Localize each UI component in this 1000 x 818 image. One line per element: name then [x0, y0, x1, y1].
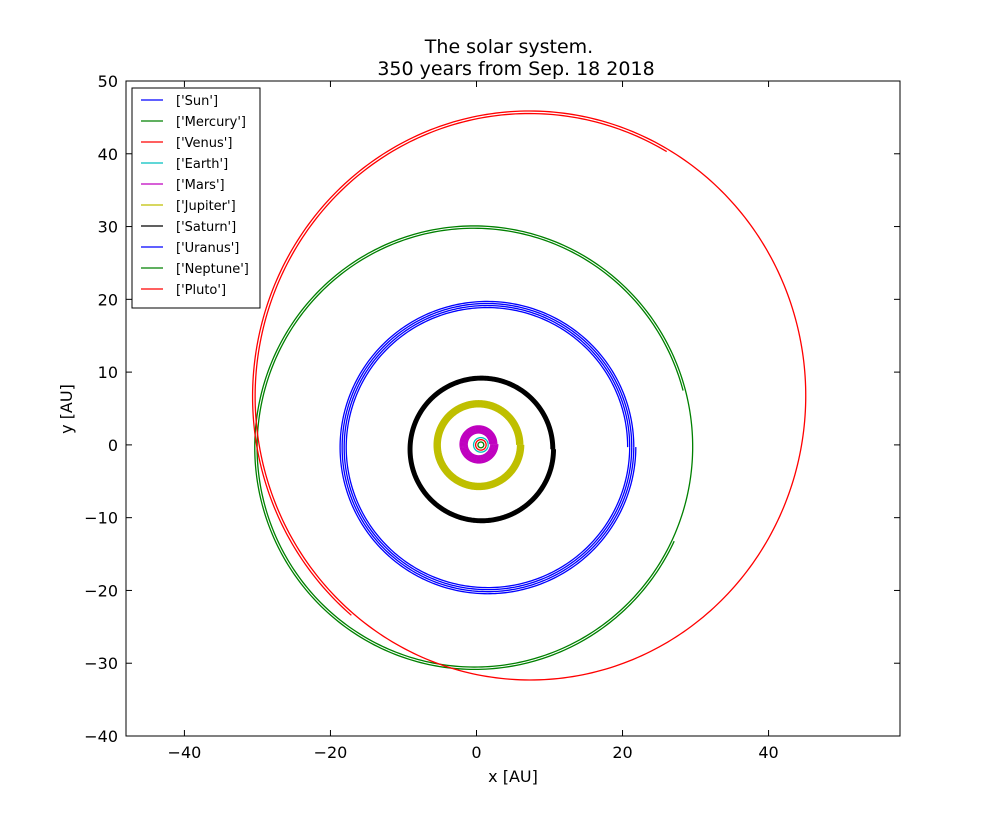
legend-label: ['Pluto'] — [176, 283, 226, 298]
legend-label: ['Uranus'] — [176, 241, 239, 256]
y-tick-label: 10 — [98, 363, 118, 382]
y-tick-label: 20 — [98, 290, 118, 309]
orbit-line-5-6 — [434, 400, 524, 490]
orbit-line-6-5 — [407, 375, 556, 524]
orbit-line-1-0 — [477, 441, 485, 449]
orbit-line-6-2 — [409, 377, 554, 522]
orbit-line-7-1 — [343, 304, 633, 591]
orbit-line-5-1 — [438, 405, 520, 485]
orbit-lines — [251, 110, 807, 681]
chart-title: The solar system. — [424, 36, 593, 58]
legend-box — [131, 87, 261, 309]
legend-label: ['Jupiter'] — [176, 199, 236, 214]
y-tick-label: 40 — [98, 145, 118, 164]
orbit-line-4-0 — [466, 432, 492, 457]
x-tick-label: 40 — [758, 743, 778, 762]
y-tick-label: 50 — [98, 72, 118, 91]
orbit-line-5-7 — [433, 400, 525, 491]
orbit-line-4-5 — [461, 427, 497, 462]
y-tick-label: 0 — [108, 436, 118, 455]
y-tick-label: 30 — [98, 218, 118, 237]
legend-label: ['Earth'] — [176, 157, 228, 172]
legend-label: ['Saturn'] — [176, 220, 236, 235]
orbit-line-5-3 — [436, 403, 521, 487]
legend: ['Sun'] ['Mercury'] ['Venus'] ['Earth'] ['Ma… — [131, 87, 261, 309]
x-tick-label: 0 — [471, 743, 481, 762]
plot-frame — [125, 80, 901, 737]
y-tick-label: −40 — [84, 727, 118, 746]
orbit-line-2-0 — [474, 438, 487, 451]
legend-label: ['Sun'] — [176, 94, 218, 109]
orbit-line-7-0 — [345, 306, 631, 589]
orbit-line-5-2 — [437, 404, 520, 486]
x-axis-ticks: −40 −20 0 20 40 — [168, 81, 779, 762]
y-tick-label: −10 — [84, 509, 118, 528]
x-tick-label: −20 — [314, 743, 348, 762]
orbit-line-7-2 — [341, 302, 635, 593]
y-axis-ticks: −40 −30 −20 −10 0 10 20 30 40 50 — [84, 72, 900, 746]
orbit-line-4-3 — [463, 429, 495, 460]
orbit-line-4-2 — [464, 430, 494, 459]
orbit-line-3-0 — [472, 436, 489, 453]
orbit-line-5-4 — [436, 402, 522, 488]
chart-subtitle: 350 years from Sep. 18 2018 — [377, 58, 654, 80]
x-tick-label: 20 — [612, 743, 632, 762]
orbit-line-9-0 — [251, 110, 807, 681]
orbit-line-6-0 — [411, 379, 553, 520]
orbit-line-4-4 — [462, 428, 496, 461]
legend-label: ['Neptune'] — [176, 262, 249, 277]
legend-label: ['Venus'] — [176, 136, 232, 151]
orbit-line-4-1 — [465, 431, 493, 458]
orbit-line-5-0 — [439, 406, 519, 485]
legend-label: ['Mars'] — [176, 178, 225, 193]
x-tick-label: −40 — [168, 743, 202, 762]
orbit-line-4-7 — [459, 425, 499, 464]
y-tick-label: −30 — [84, 654, 118, 673]
orbit-line-6-1 — [410, 378, 554, 521]
orbit-line-7-3 — [339, 300, 637, 595]
y-axis-label: y [AU] — [57, 384, 76, 434]
legend-label: ['Mercury'] — [176, 115, 246, 130]
orbit-line-6-4 — [408, 376, 556, 523]
orbit-line-8-0 — [254, 225, 694, 671]
orbit-line-6-3 — [409, 377, 555, 522]
y-tick-label: −20 — [84, 581, 118, 600]
x-axis-label: x [AU] — [488, 767, 538, 786]
orbit-line-5-5 — [435, 401, 523, 489]
orbit-line-4-6 — [460, 426, 498, 463]
